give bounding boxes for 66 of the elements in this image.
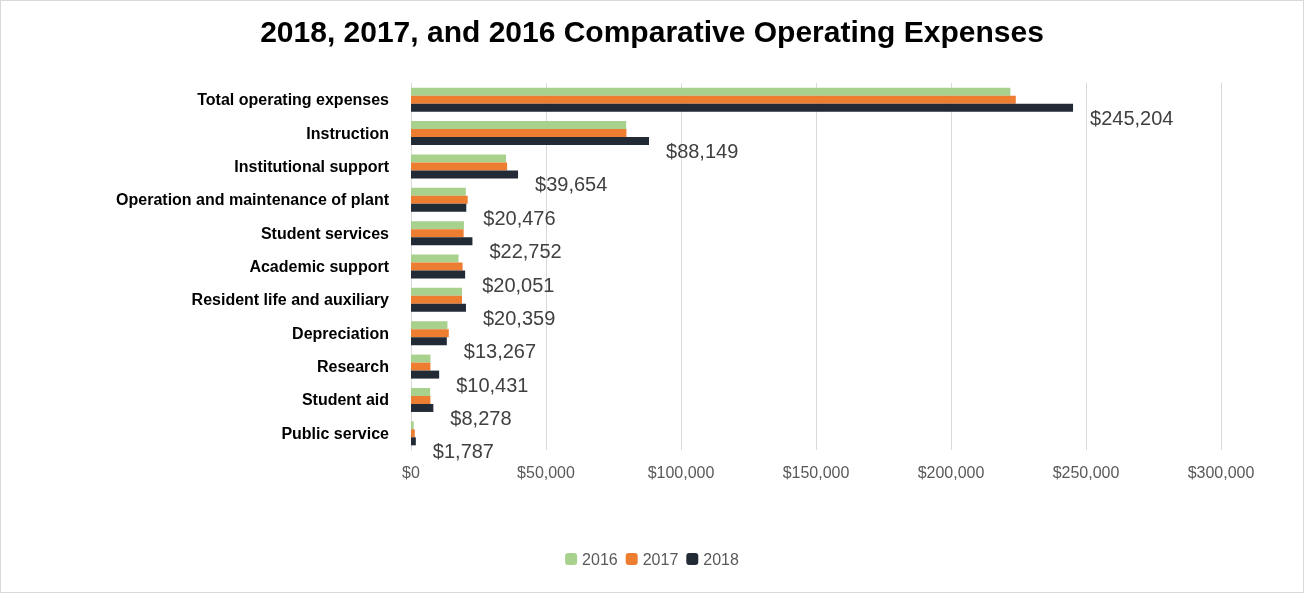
legend-label: 2016 <box>582 550 618 568</box>
bar <box>411 321 448 330</box>
data-label: $22,752 <box>489 240 562 263</box>
bar <box>411 429 415 438</box>
bar <box>411 162 508 171</box>
bar <box>411 403 434 412</box>
y-tick-label: Total operating expenses <box>197 91 390 109</box>
y-tick-label: Institutional support <box>234 157 390 175</box>
data-label: $20,476 <box>483 206 556 229</box>
bar <box>411 254 459 263</box>
bar <box>411 154 507 163</box>
bar <box>411 337 447 346</box>
x-tick-label: $0 <box>402 463 420 481</box>
x-tick-label: $150,000 <box>782 463 850 481</box>
bar <box>411 370 440 379</box>
bar <box>411 262 463 271</box>
y-tick-label: Resident life and auxiliary <box>191 291 390 309</box>
data-label: $20,051 <box>482 273 555 296</box>
y-tick-label: Depreciation <box>292 324 389 342</box>
bar <box>411 303 466 312</box>
chart-title: 2018, 2017, and 2016 Comparative Operating Expenses <box>260 14 1044 48</box>
bar <box>411 421 414 430</box>
x-tick-label: $50,000 <box>517 463 576 481</box>
bar <box>411 137 649 146</box>
x-tick-label: $200,000 <box>917 463 985 481</box>
y-tick-label: Student aid <box>301 391 389 409</box>
bar <box>411 103 1074 112</box>
bar <box>411 203 467 212</box>
x-tick-label: $100,000 <box>647 463 715 481</box>
bar <box>411 395 431 404</box>
data-label: $8,278 <box>450 406 512 429</box>
bar <box>411 287 463 296</box>
bar <box>411 95 1016 104</box>
bar <box>411 187 466 196</box>
y-tick-label: Academic support <box>249 258 390 275</box>
bar <box>411 229 464 238</box>
data-label: $88,149 <box>666 140 739 163</box>
bar <box>411 329 449 338</box>
bar <box>411 362 431 371</box>
bar <box>411 437 416 446</box>
x-tick-label: $250,000 <box>1052 463 1120 481</box>
bar <box>411 129 627 138</box>
data-label: $39,654 <box>535 173 608 196</box>
data-label: $245,204 <box>1090 106 1174 129</box>
bar <box>411 170 519 179</box>
bar <box>411 221 464 230</box>
y-tick-label: Operation and maintenance of plant <box>116 191 390 209</box>
bar <box>411 121 627 130</box>
data-label: $1,787 <box>432 440 494 463</box>
bar <box>411 387 431 396</box>
bar <box>411 354 431 363</box>
y-tick-label: Public service <box>281 424 390 442</box>
bar <box>411 270 466 279</box>
y-tick-label: Research <box>316 358 389 376</box>
data-label: $20,359 <box>482 306 556 329</box>
bar <box>411 237 473 246</box>
data-label: $13,267 <box>463 340 537 363</box>
bar <box>411 195 468 204</box>
y-tick-label: Instruction <box>306 124 389 142</box>
y-tick-label: Student services <box>260 224 390 242</box>
legend-label: 2018 <box>703 550 739 568</box>
legend-label: 2017 <box>642 550 679 568</box>
bar <box>411 87 1011 96</box>
bar <box>411 295 463 304</box>
x-tick-label: $300,000 <box>1187 463 1255 481</box>
data-label: $10,431 <box>456 373 529 396</box>
